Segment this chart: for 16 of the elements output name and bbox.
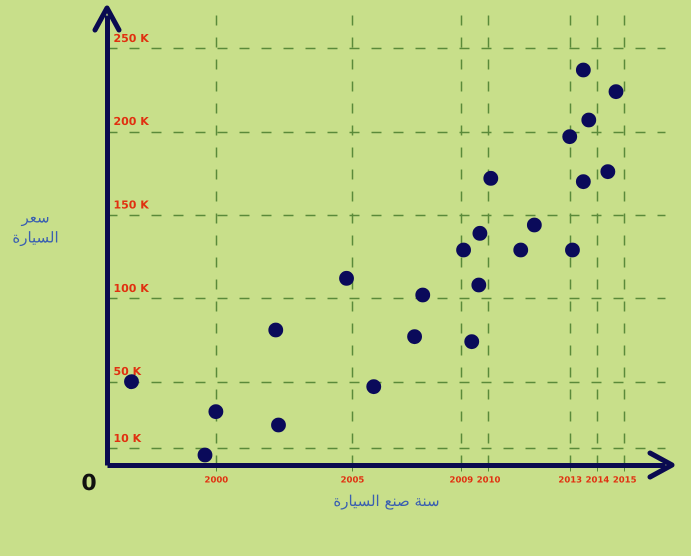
text: 0 [81,471,97,496]
x-tick-label: 2000 [204,476,228,486]
y-tick-label: 10 K [114,432,142,445]
x-tick-label: 2015 [612,476,637,486]
y-tick-label: 250 K [114,32,150,45]
x-tick-label: 2010 [476,476,500,486]
x-tick-label: 2005 [340,476,364,486]
y-tick-label: 50 K [114,365,142,378]
y-axis-title: سعر السيارة [12,208,59,246]
x-axis-title: سنة صنع السيارة [333,492,440,510]
x-tick-label: 2014 [586,476,610,486]
y-tick-label: 200 K [114,115,150,128]
x-tick-label: 2009 [450,476,474,486]
y-tick-label: 150 K [114,198,150,212]
y-tick-label: 100 K [114,282,150,295]
x-tick-label: 2013 [558,476,582,486]
